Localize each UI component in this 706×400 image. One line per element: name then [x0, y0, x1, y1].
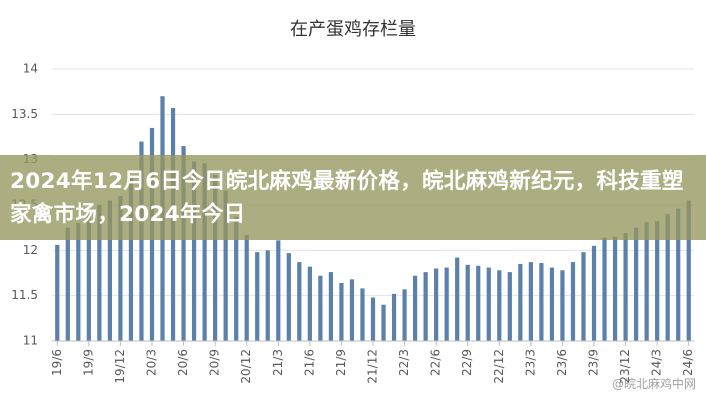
bar — [507, 272, 512, 341]
y-tick-label: 11 — [23, 334, 38, 348]
x-tick-label: 22/3 — [397, 349, 411, 376]
bar — [528, 262, 533, 341]
bar — [391, 293, 397, 341]
bar — [128, 177, 134, 341]
bar — [86, 214, 91, 341]
bar — [465, 264, 470, 341]
bar — [349, 279, 355, 341]
bar — [265, 250, 270, 341]
bar — [55, 244, 60, 341]
x-tick-label: 21/12 — [366, 349, 380, 384]
bar — [444, 267, 449, 341]
bar — [455, 257, 460, 341]
bar — [623, 233, 628, 341]
x-tick-label: 20/9 — [208, 349, 222, 376]
bar — [518, 263, 523, 341]
x-tick-label: 22/12 — [492, 349, 506, 384]
bar — [191, 161, 197, 341]
bar — [65, 227, 70, 341]
bar — [497, 270, 502, 341]
bar — [560, 270, 565, 341]
bar — [276, 240, 281, 341]
bar — [339, 282, 344, 341]
bar — [412, 275, 418, 341]
bar — [107, 200, 112, 341]
x-tick-label: 20/3 — [144, 349, 158, 376]
bar — [97, 205, 102, 341]
x-tick-label: 23/12 — [618, 349, 632, 384]
bar — [476, 265, 481, 341]
bar — [434, 268, 439, 341]
bar — [360, 288, 365, 341]
bar — [402, 289, 407, 341]
x-tick-label: 19/9 — [81, 349, 95, 376]
bar — [139, 141, 144, 341]
bar — [612, 236, 618, 341]
bar — [202, 163, 207, 341]
x-tick-label: 21/3 — [271, 349, 285, 376]
x-tick-label: 20/6 — [176, 349, 190, 376]
y-tick-label: 13.5 — [11, 107, 38, 121]
x-tick-label: 24/3 — [650, 349, 664, 376]
bar — [118, 195, 123, 341]
bar — [244, 234, 249, 341]
bar — [644, 222, 649, 341]
x-tick-label: 23/9 — [587, 349, 601, 376]
bar — [665, 214, 670, 341]
x-tick-label: 21/6 — [302, 349, 316, 376]
chart-title: 在产蛋鸡存栏量 — [290, 19, 416, 40]
headline-banner: 2024年12月6日今日皖北麻鸡最新价格，皖北麻鸡新纪元，科技重塑家禽市场，20… — [0, 155, 706, 240]
x-tick-label: 20/12 — [239, 349, 253, 384]
x-tick-label: 22/6 — [429, 349, 443, 376]
y-tick-label: 14 — [23, 62, 38, 76]
y-tick-label: 11.5 — [11, 288, 38, 302]
x-tick-label: 23/6 — [555, 349, 569, 376]
bar — [76, 223, 81, 341]
x-tick-label: 19/6 — [50, 349, 64, 376]
bar — [297, 262, 302, 341]
bar — [181, 146, 186, 341]
bar — [486, 267, 491, 341]
bar — [591, 245, 597, 341]
x-tick-label: 24/6 — [681, 349, 695, 376]
bar — [234, 216, 239, 341]
bar — [255, 252, 260, 341]
bar — [676, 208, 681, 341]
bar — [602, 237, 607, 341]
y-tick-label: 12 — [23, 243, 38, 257]
bar — [370, 297, 376, 341]
x-tick-label: 21/9 — [334, 349, 348, 376]
bar — [223, 190, 228, 341]
bar — [307, 266, 312, 341]
bar — [581, 252, 586, 341]
bar — [570, 262, 576, 341]
bar — [686, 200, 691, 341]
bar — [318, 275, 323, 341]
watermark: @皖北麻鸡中网 — [611, 377, 696, 391]
bar — [213, 175, 218, 341]
headline[interactable]: 2024年12月6日今日皖北麻鸡最新价格，皖北麻鸡新纪元，科技重塑家禽市场，20… — [10, 169, 684, 227]
bar — [423, 272, 428, 341]
bar — [286, 253, 291, 341]
bar — [549, 267, 555, 341]
x-tick-label: 19/12 — [113, 349, 127, 384]
bar — [539, 263, 544, 341]
x-tick-label: 22/9 — [460, 349, 474, 376]
bar — [655, 221, 660, 341]
bar — [381, 304, 386, 341]
bar — [634, 227, 639, 341]
x-tick-label: 23/3 — [523, 349, 537, 376]
bar — [328, 272, 334, 341]
